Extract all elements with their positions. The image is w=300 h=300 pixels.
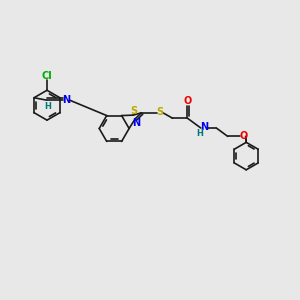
Text: O: O	[184, 96, 192, 106]
Text: H: H	[44, 102, 51, 111]
Text: O: O	[239, 131, 247, 141]
Text: S: S	[130, 106, 137, 116]
Text: H: H	[196, 129, 203, 138]
Text: Cl: Cl	[42, 71, 52, 81]
Text: N: N	[132, 118, 140, 128]
Text: N: N	[62, 94, 70, 104]
Text: N: N	[200, 122, 208, 132]
Text: S: S	[156, 107, 164, 118]
